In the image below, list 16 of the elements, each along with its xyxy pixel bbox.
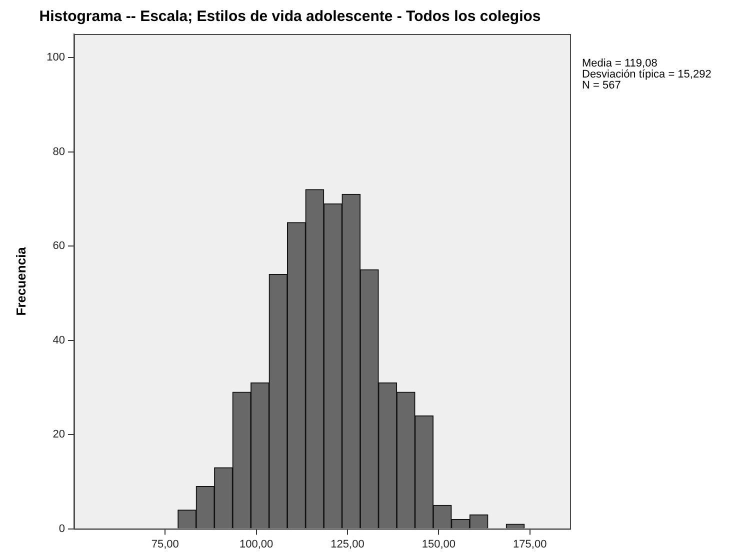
y-tick-label: 0 [58, 522, 65, 535]
x-tick-label: 175,00 [513, 538, 547, 550]
x-tick-label: 75,00 [151, 538, 179, 550]
y-tick-label: 80 [52, 146, 65, 158]
text: Media = 119,08 [582, 58, 658, 70]
x-tick-label: 150,00 [422, 538, 456, 550]
y-tick-label: 40 [52, 334, 65, 346]
text: N = 567 [582, 80, 621, 92]
y-tick-label: 60 [52, 240, 65, 252]
y-tick-label: 100 [46, 52, 65, 64]
x-tick-label: 100,00 [239, 538, 274, 550]
y-axis-title: Frecuencia [13, 246, 28, 316]
y-tick-label: 20 [52, 428, 65, 441]
chart-title: Histograma -- Escala; Estilos de vida adolescente - Todos los colegios [39, 8, 541, 26]
x-tick-label: 125,00 [330, 538, 364, 550]
text: Desviación típica = 15,292 [582, 68, 712, 81]
